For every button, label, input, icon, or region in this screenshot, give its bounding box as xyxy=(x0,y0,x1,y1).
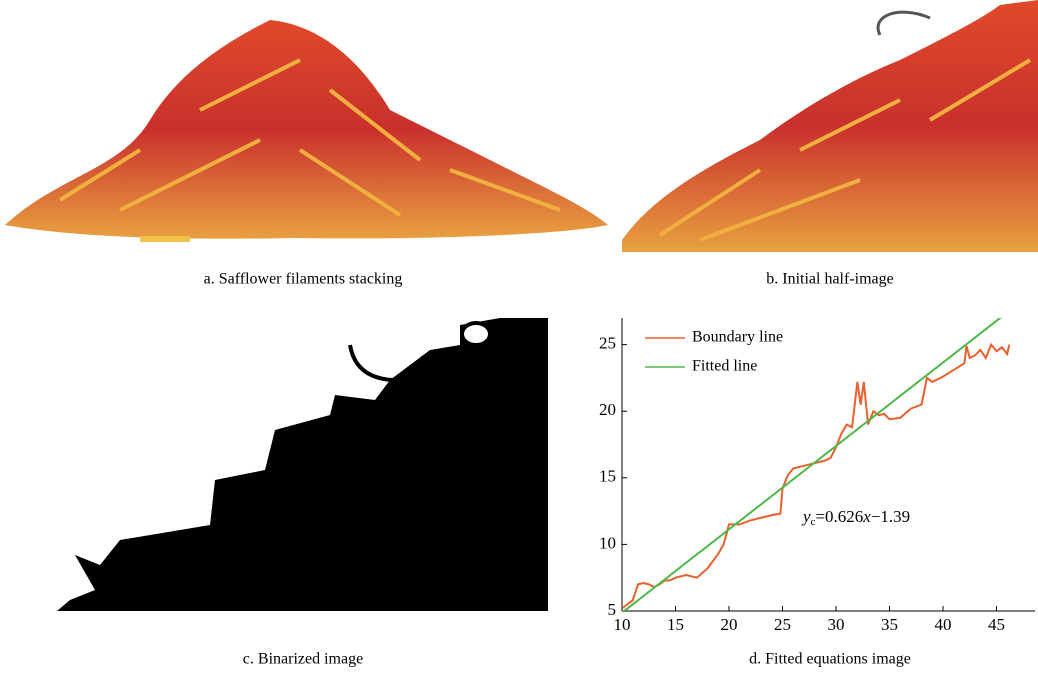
series-line xyxy=(622,318,1002,611)
caption: c. Binarized image xyxy=(243,651,363,668)
binarized-image xyxy=(57,318,548,611)
annotation: yc=0.626x−1.39 xyxy=(801,507,910,528)
legend-label: Fitted line xyxy=(692,358,757,375)
photo-half xyxy=(622,0,1038,252)
y-tick-label: 15 xyxy=(599,467,616,486)
x-tick-label: 25 xyxy=(774,615,791,634)
caption: d. Fitted equations image xyxy=(749,651,911,668)
caption: a. Safflower filaments stacking xyxy=(204,271,403,288)
x-tick-label: 20 xyxy=(720,615,737,634)
x-tick-label: 15 xyxy=(667,615,684,634)
y-tick-label: 5 xyxy=(608,600,617,619)
legend-label: Boundary line xyxy=(692,329,783,346)
x-tick-label: 10 xyxy=(614,615,631,634)
x-tick-label: 40 xyxy=(934,615,951,634)
annotation-part: −1.39 xyxy=(871,507,910,526)
annotation-part: y xyxy=(801,507,811,526)
x-tick-label: 45 xyxy=(988,615,1005,634)
annotation-part: x xyxy=(862,507,871,526)
annotation-part: c xyxy=(811,516,816,528)
x-tick-label: 30 xyxy=(827,615,844,634)
series-line xyxy=(622,342,1011,610)
photo-pile xyxy=(5,20,608,242)
y-tick-label: 25 xyxy=(599,334,616,353)
caption: b. Initial half-image xyxy=(766,271,894,288)
x-tick-label: 35 xyxy=(881,615,898,634)
y-tick-label: 20 xyxy=(599,400,616,419)
annotation-part: =0.626 xyxy=(815,507,863,526)
y-tick-label: 10 xyxy=(599,533,616,552)
